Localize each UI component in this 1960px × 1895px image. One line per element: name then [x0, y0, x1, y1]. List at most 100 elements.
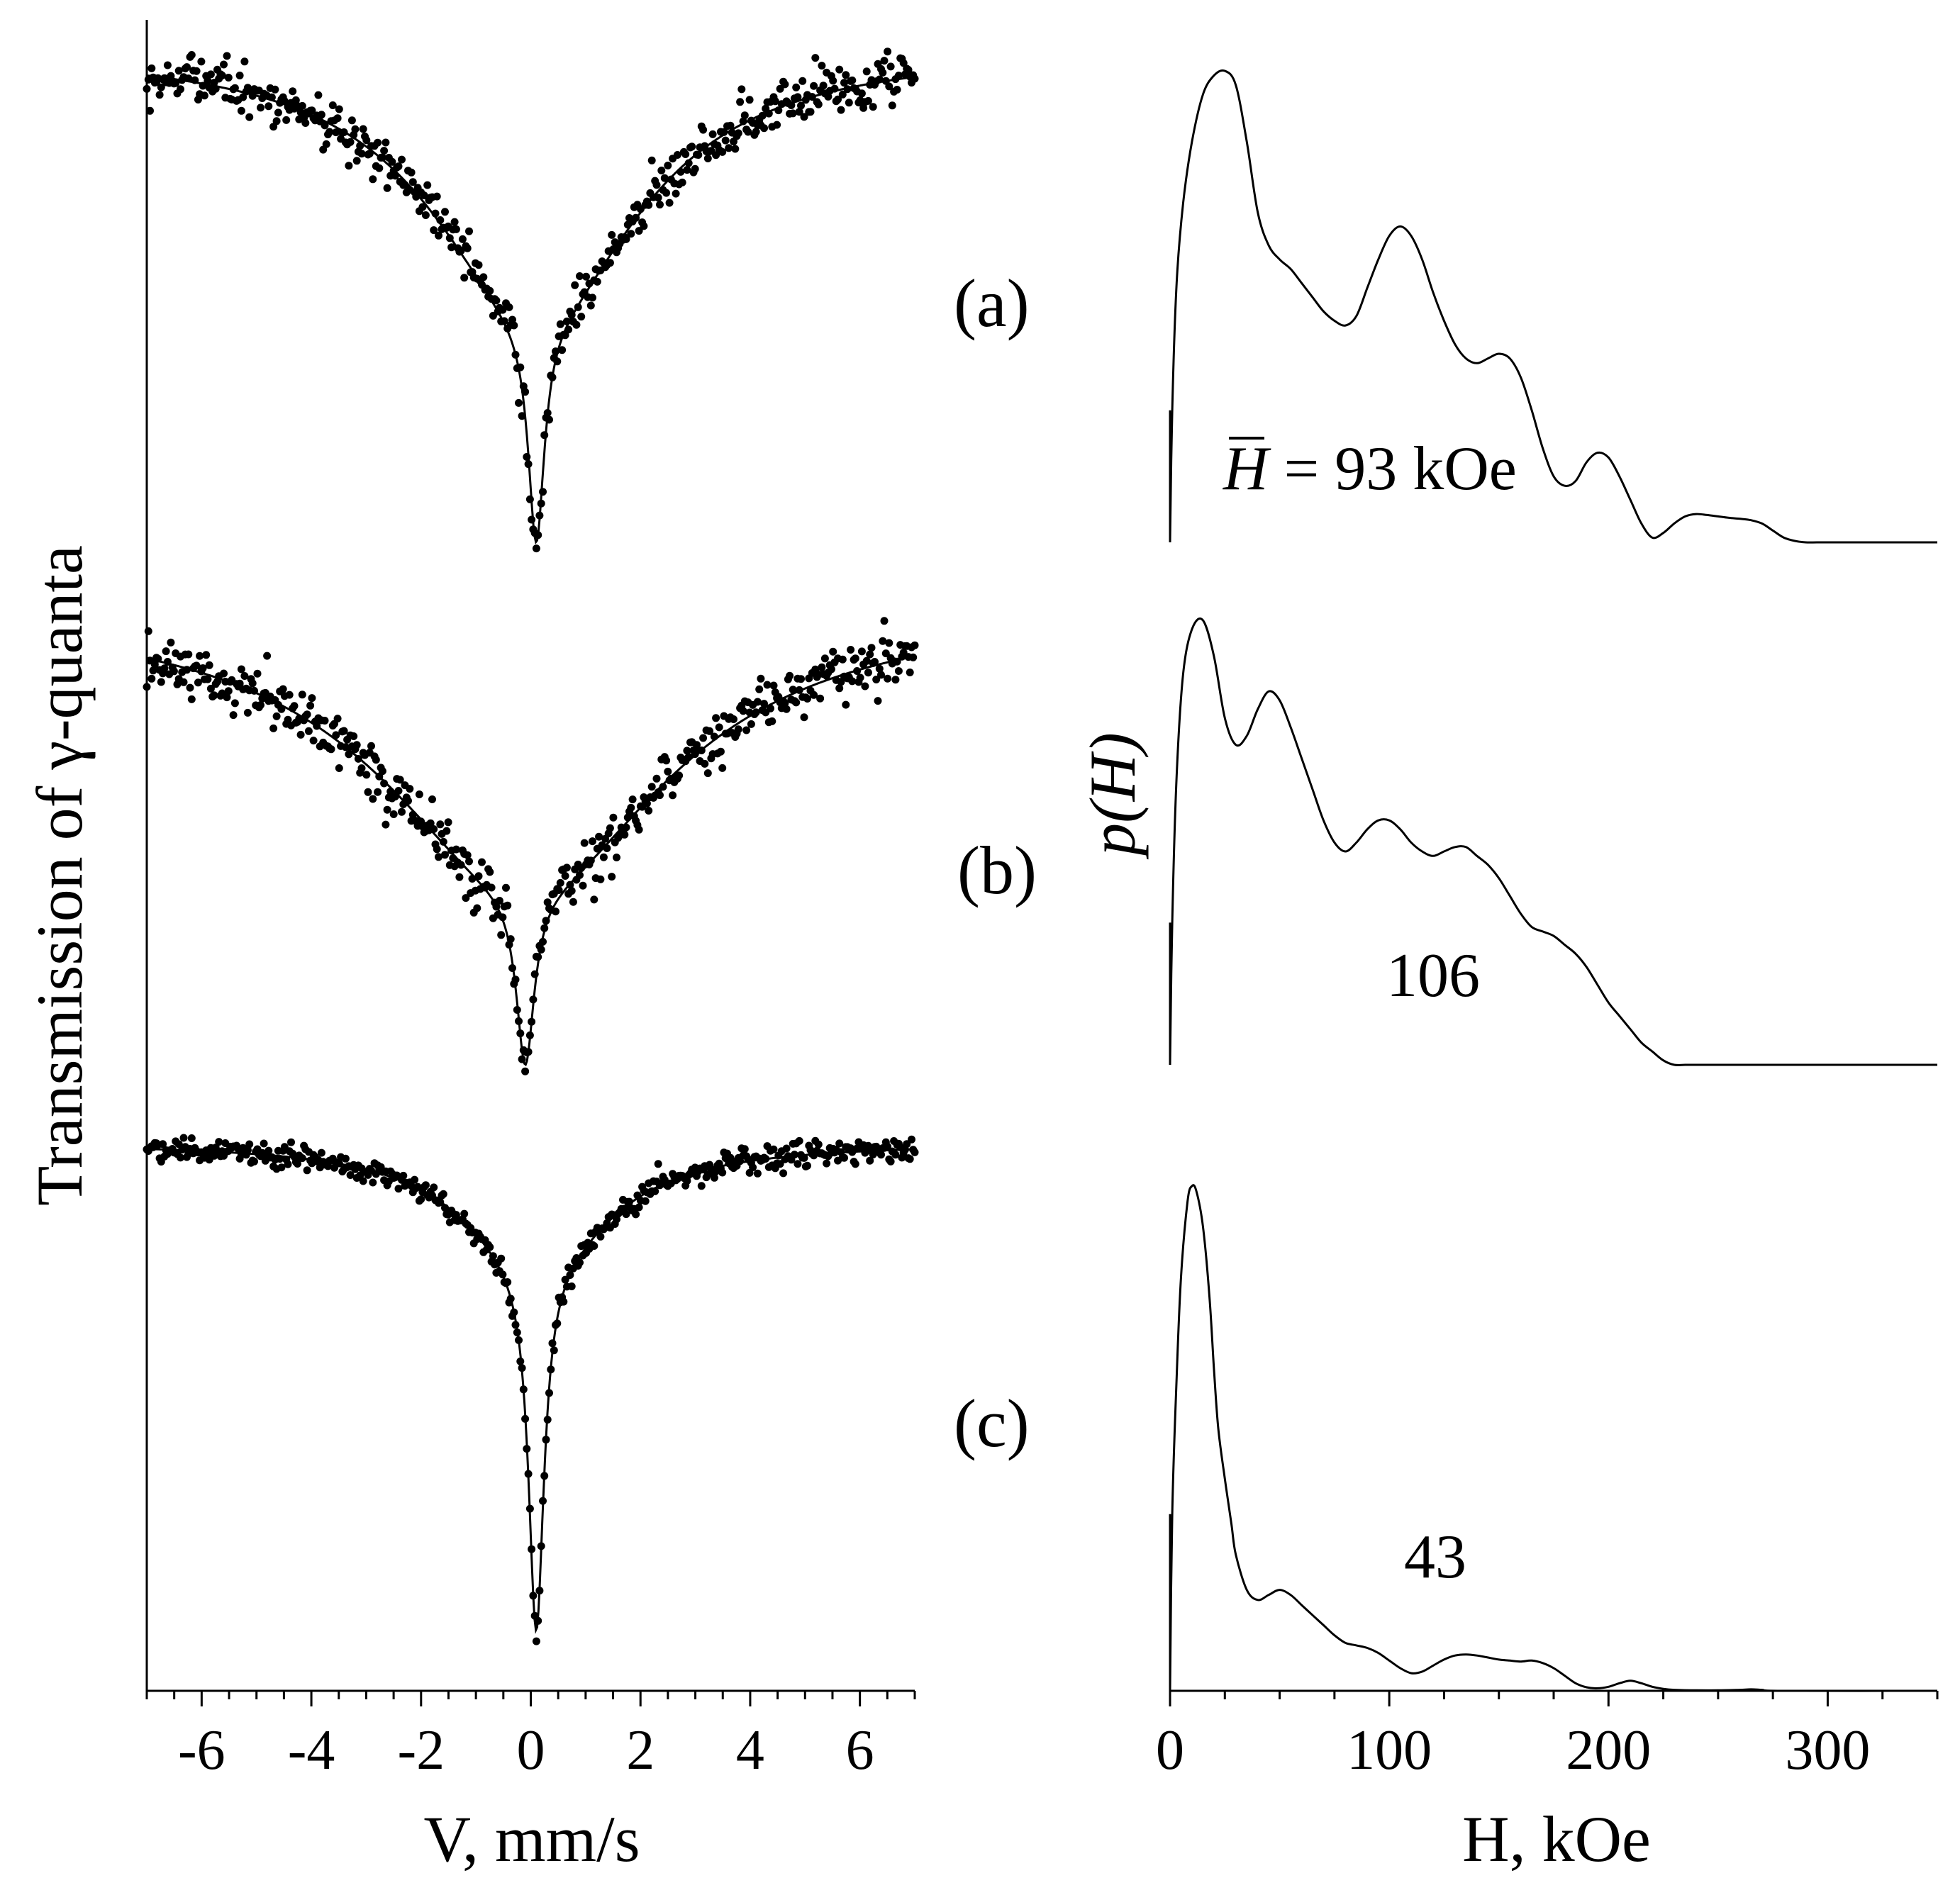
- data-point: [739, 117, 747, 125]
- data-point: [589, 837, 596, 846]
- data-point: [500, 317, 508, 325]
- data-point: [243, 708, 252, 717]
- data-point: [911, 74, 919, 83]
- data-point: [736, 98, 745, 106]
- data-point: [640, 222, 648, 230]
- data-point: [321, 121, 329, 130]
- data-point: [357, 764, 366, 773]
- data-point: [411, 1175, 419, 1184]
- data-point: [503, 1278, 512, 1286]
- data-point: [613, 854, 620, 861]
- data-point: [586, 301, 595, 310]
- data-point: [211, 84, 220, 93]
- data-point: [199, 664, 207, 672]
- data-point: [163, 658, 172, 666]
- data-point: [351, 125, 360, 133]
- data-point: [345, 750, 353, 759]
- data-point: [362, 136, 371, 145]
- data-point: [627, 230, 635, 238]
- data-point: [210, 691, 218, 700]
- data-point: [540, 924, 549, 932]
- data-point: [380, 779, 389, 788]
- data-point: [830, 84, 839, 93]
- data-point: [699, 734, 708, 742]
- data-point: [794, 1160, 802, 1168]
- data-point: [524, 1470, 533, 1478]
- data-point: [744, 128, 752, 136]
- data-point: [237, 106, 245, 115]
- data-point: [430, 1183, 438, 1192]
- data-point: [820, 654, 829, 663]
- data-point: [795, 108, 803, 116]
- data-point: [492, 902, 501, 911]
- data-point: [369, 795, 377, 803]
- data-point: [263, 652, 272, 660]
- data-point: [569, 898, 577, 906]
- data-point: [340, 727, 348, 735]
- data-point: [341, 1154, 350, 1163]
- data-point: [877, 1151, 885, 1159]
- data-point: [250, 686, 258, 695]
- panel-label: (b): [957, 832, 1037, 908]
- data-point: [877, 671, 885, 679]
- data-point: [893, 86, 901, 94]
- data-point: [622, 823, 630, 832]
- data-point: [622, 235, 630, 243]
- data-point: [819, 82, 828, 90]
- data-point: [579, 881, 587, 890]
- data-point: [184, 74, 193, 83]
- data-point: [683, 166, 691, 174]
- data-point: [556, 320, 564, 328]
- data-point: [556, 878, 564, 887]
- data-point: [150, 660, 159, 669]
- data-point: [879, 637, 887, 645]
- data-point: [529, 1592, 538, 1600]
- data-point: [875, 75, 884, 84]
- data-point: [734, 129, 742, 138]
- data-point: [861, 682, 869, 691]
- data-point: [194, 678, 202, 687]
- data-point: [215, 1138, 223, 1146]
- data-point: [513, 1006, 521, 1014]
- data-point: [840, 1153, 848, 1162]
- data-point: [574, 303, 582, 311]
- data-point: [875, 664, 884, 673]
- x-tick-label: 100: [1347, 1719, 1432, 1782]
- data-point: [478, 858, 486, 866]
- data-point: [787, 101, 796, 109]
- data-point: [430, 825, 438, 833]
- data-point: [257, 701, 265, 709]
- data-point: [688, 142, 696, 151]
- data-point: [814, 100, 823, 108]
- data-point: [797, 675, 805, 683]
- data-point: [486, 1243, 494, 1251]
- distribution-1: H = 93 kOe: [1169, 69, 1937, 544]
- data-point: [545, 415, 553, 424]
- data-point: [223, 52, 231, 60]
- data-point: [230, 699, 239, 708]
- data-point: [372, 756, 380, 764]
- data-point: [519, 1385, 528, 1394]
- data-point: [452, 845, 460, 854]
- data-point: [423, 181, 432, 189]
- data-point: [564, 325, 573, 334]
- x-tick-label: 0: [1156, 1719, 1184, 1782]
- data-point: [651, 1187, 659, 1195]
- data-point: [769, 681, 778, 690]
- data-point: [460, 1209, 469, 1218]
- data-point: [776, 1160, 784, 1168]
- data-point: [552, 907, 559, 916]
- data-point: [703, 769, 712, 778]
- data-point: [154, 654, 162, 663]
- data-point: [660, 174, 669, 182]
- panel-label: (c): [954, 1385, 1030, 1461]
- data-point: [187, 1134, 196, 1142]
- data-point: [327, 745, 335, 754]
- data-point: [187, 51, 196, 59]
- data-point: [436, 216, 445, 224]
- data-point: [782, 1144, 791, 1153]
- data-point: [521, 388, 530, 396]
- data-point: [886, 62, 895, 71]
- data-point: [345, 162, 353, 170]
- data-point: [596, 1232, 605, 1241]
